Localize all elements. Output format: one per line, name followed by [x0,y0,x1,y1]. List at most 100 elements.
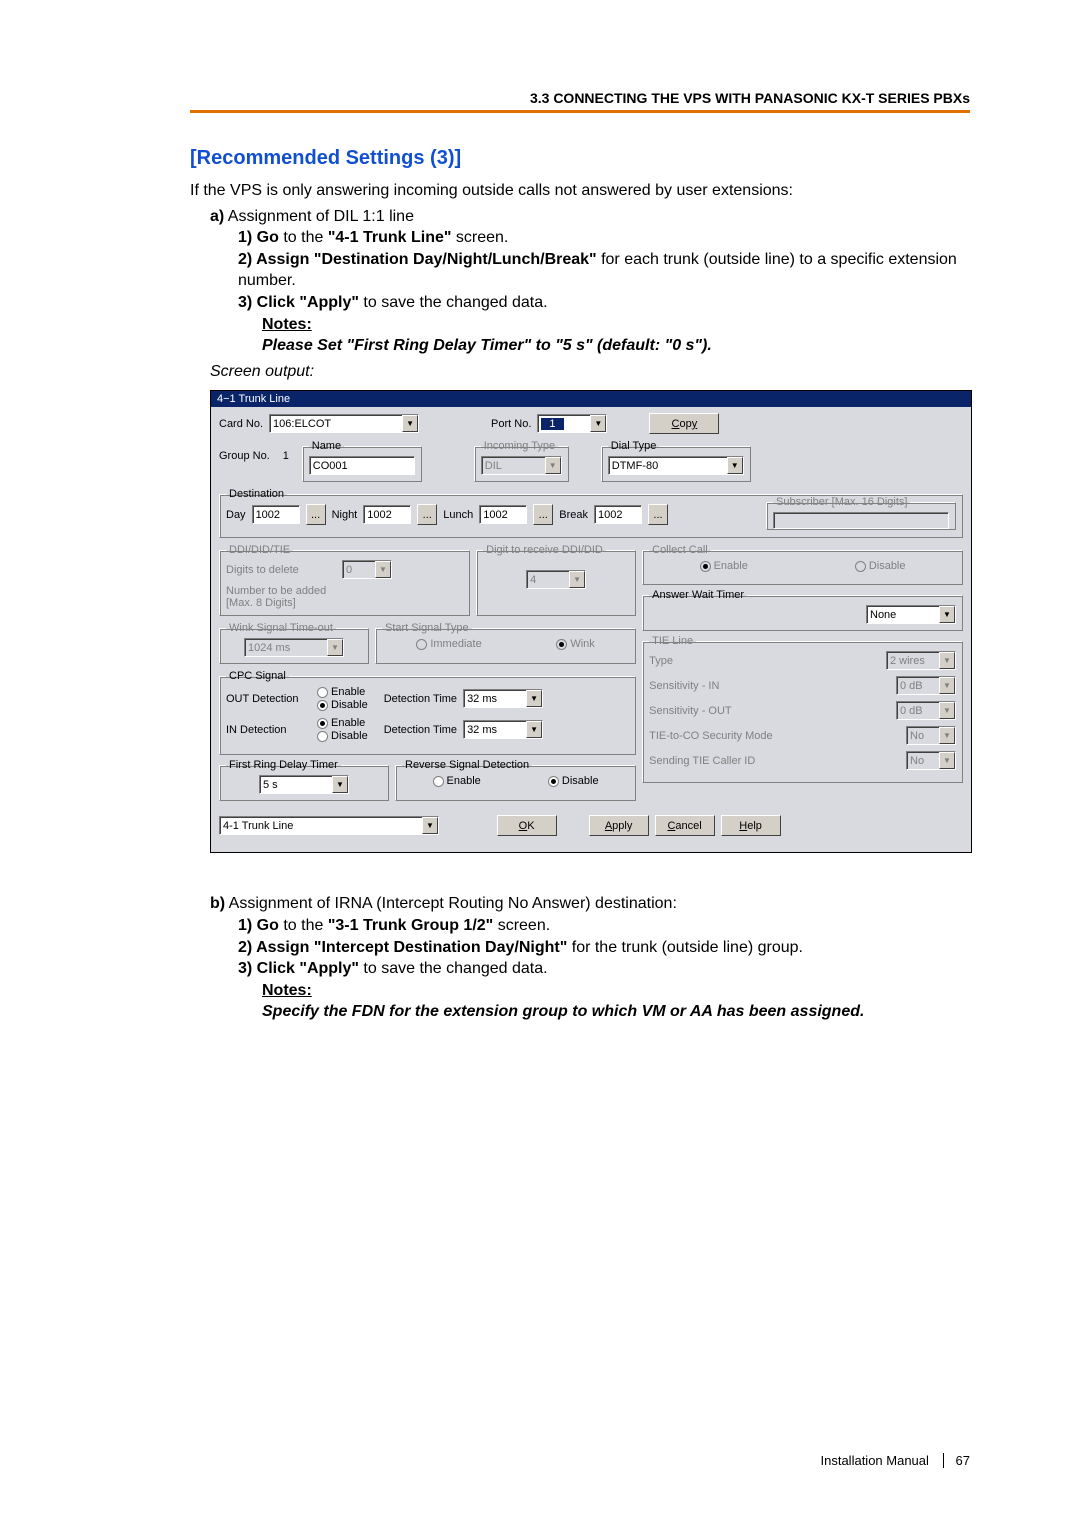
in-enable-radio[interactable]: Enable [317,717,368,729]
reverse-disable-radio[interactable]: Disable [548,775,599,787]
chevron-down-icon: ▼ [939,727,955,744]
row-group-name-dial: Group No. 1 Name Incoming Type DIL▼ Dial… [219,440,963,482]
chevron-down-icon[interactable]: ▼ [590,415,606,432]
ok-button[interactable]: OK [497,815,557,836]
answer-select[interactable]: None ▼ [866,605,956,624]
cpc-legend: CPC Signal [226,670,289,682]
break-browse-button[interactable]: ... [648,504,668,525]
cancel-button[interactable]: Cancel [655,815,715,836]
night-browse-button[interactable]: ... [417,504,437,525]
chevron-down-icon[interactable]: ▼ [422,817,438,834]
header-rule [190,110,970,113]
night-label: Night [332,509,358,521]
out-det-time-label: Detection Time [384,693,457,705]
name-input[interactable] [309,456,415,475]
tie-type-label: Type [649,655,673,667]
item-b-letter: b) [210,895,225,912]
out-disable-radio[interactable]: Disable [317,699,368,711]
out-det-label: OUT Detection [226,693,311,705]
in-det-time-value: 32 ms [467,724,497,736]
a-step-3: 3) Click "Apply" to save the changed dat… [238,292,970,314]
item-a: a) Assignment of DIL 1:1 line [210,206,970,228]
first-ring-legend: First Ring Delay Timer [226,759,341,771]
help-button[interactable]: Help [721,815,781,836]
day-browse-button[interactable]: ... [306,504,326,525]
tie-caller-value: No [910,755,924,767]
b-s1-bold: "3-1 Trunk Group 1/2" [328,917,493,934]
dial-value: DTMF-80 [612,460,658,472]
tie-caller-select: No ▼ [906,751,956,770]
footer-label: Installation Manual [821,1453,929,1468]
chevron-down-icon[interactable]: ▼ [402,415,418,432]
ddi-v1: 0 [346,564,352,576]
day-input[interactable] [252,505,300,524]
start-legend: Start Signal Type [382,622,472,634]
row-card-port: Card No. 106:ELCOT▼ Port No. 1▼ Copy [219,413,963,434]
reverse-enable-radio[interactable]: Enable [433,775,481,787]
answer-legend: Answer Wait Timer [649,589,747,601]
chevron-down-icon: ▼ [939,702,955,719]
in-disable-radio[interactable]: Disable [317,730,368,742]
chevron-down-icon[interactable]: ▼ [727,457,743,474]
break-input[interactable] [594,505,642,524]
ddi-l1: Digits to delete [226,564,336,576]
ddi-legend: DDI/DID/TIE [226,544,293,556]
chevron-down-icon[interactable]: ▼ [332,776,348,793]
a-step-2: 2) Assign "Destination Day/Night/Lunch/B… [238,249,970,292]
subscriber-legend: Subscriber [Max. 16 Digits] [773,496,910,508]
chevron-down-icon[interactable]: ▼ [526,721,542,738]
digit-recv-value: 4 [530,574,536,586]
reverse-disable-label: Disable [562,775,599,787]
start-signal-group: Start Signal Type Immediate Wink [375,622,636,664]
chevron-down-icon[interactable]: ▼ [526,690,542,707]
wink-radio: Wink [556,638,594,650]
card-no-value: 106:ELCOT [273,418,331,430]
chevron-down-icon[interactable]: ▼ [939,606,955,623]
lunch-input[interactable] [479,505,527,524]
tie-sec-select: No▼ [906,726,956,745]
tie-caller-label: Sending TIE Caller ID [649,755,755,767]
port-no-select[interactable]: 1▼ [537,414,607,433]
in-det-time-label: Detection Time [384,724,457,736]
first-ring-select[interactable]: 5 s▼ [259,775,349,794]
lunch-label: Lunch [443,509,473,521]
digit-recv-group: Digit to receive DDI/DID 4▼ [476,544,636,616]
intro-text: If the VPS is only answering incoming ou… [190,180,970,202]
night-input[interactable] [363,505,411,524]
card-no-select[interactable]: 106:ELCOT ▼ [269,414,419,433]
out-enable-radio[interactable]: Enable [317,686,368,698]
day-label: Day [226,509,246,521]
answer-value: None [870,609,896,621]
collect-legend: Collect Call [649,544,711,556]
b-s3-post: to save the changed data. [359,960,548,977]
cpc-group: CPC Signal OUT Detection Enable Disable … [219,670,636,755]
port-no-value: 1 [541,418,563,430]
digit-recv-select: 4▼ [526,570,586,589]
b-s1-post: screen. [493,917,550,934]
wink-select: 1024 ms▼ [244,638,344,657]
tie-type-select: 2 wires▼ [886,651,956,670]
a-notes-label-text: Notes: [262,316,312,333]
lunch-browse-button[interactable]: ... [533,504,553,525]
out-det-time-value: 32 ms [467,693,497,705]
chevron-down-icon: ▼ [545,457,561,474]
a-notes-text: Please Set "First Ring Delay Timer" to "… [262,335,970,357]
apply-button[interactable]: Apply [589,815,649,836]
wink-label: Wink [570,638,594,650]
in-det-time-select[interactable]: 32 ms ▼ [463,720,543,739]
group-no-label: Group No. [219,450,270,462]
page-header: 3.3 CONNECTING THE VPS WITH PANASONIC KX… [190,90,970,106]
nav-select[interactable]: 4-1 Trunk Line▼ [219,816,439,835]
out-det-time-select[interactable]: 32 ms ▼ [463,689,543,708]
chevron-down-icon: ▼ [939,677,955,694]
collect-disable-label: Disable [869,560,906,572]
tie-sens-out-select: 0 dB▼ [896,701,956,720]
copy-button[interactable]: Copy [649,413,719,434]
a-s3-pre: 3) Click "Apply" [238,294,359,311]
wink-value: 1024 ms [248,642,290,654]
incoming-value: DIL [485,460,502,472]
ddi-select: 0▼ [342,560,392,579]
dial-select[interactable]: DTMF-80 ▼ [608,456,744,475]
card-no-label: Card No. [219,418,263,430]
chevron-down-icon: ▼ [939,752,955,769]
